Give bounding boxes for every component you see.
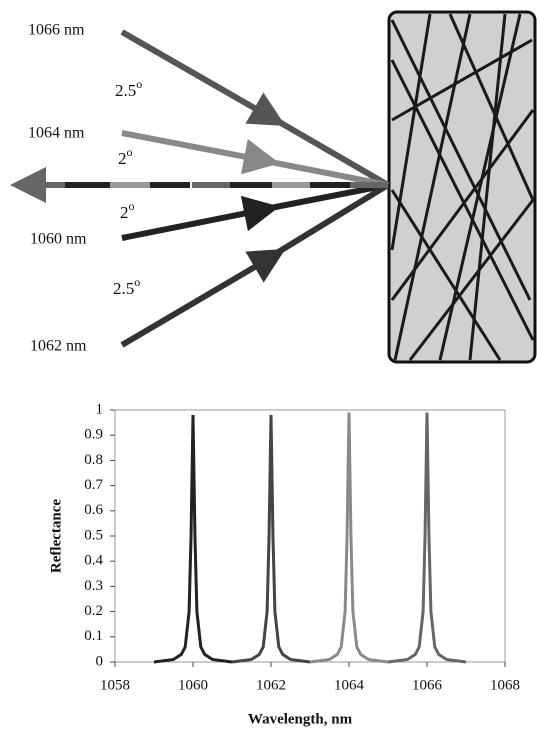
x-tick-label: 1060 — [178, 677, 208, 693]
y-tick-label: 1 — [96, 401, 104, 417]
spectrum-line — [309, 412, 389, 664]
y-tick-label: 0.9 — [84, 427, 103, 443]
angle-label: 2o — [120, 199, 135, 222]
degree: o — [127, 145, 133, 159]
y-tick-label: 0.1 — [84, 628, 103, 644]
wavelength-label: 1066 nm — [28, 22, 85, 39]
degree: o — [134, 275, 140, 289]
internal-rays — [390, 13, 535, 361]
y-tick-label: 0 — [96, 653, 104, 669]
y-tick-label: 0.2 — [84, 603, 103, 619]
y-tick-label: 0.7 — [84, 477, 103, 493]
x-tick-label: 1068 — [490, 677, 520, 693]
y-axis-label: Reflectance — [48, 499, 64, 573]
angle: 2.5 — [113, 279, 134, 298]
angle: 2.5 — [115, 81, 136, 100]
x-tick-label: 1066 — [412, 677, 443, 693]
x-tick-label: 1062 — [256, 677, 286, 693]
angle: 2 — [118, 149, 127, 168]
wavelength-label: 1064 nm — [28, 125, 85, 142]
spectrum-line — [153, 415, 233, 664]
wavelength-label: 1062 nm — [30, 338, 87, 355]
angle: 2 — [120, 203, 129, 222]
y-tick-label: 0.3 — [84, 578, 103, 594]
beams — [10, 29, 390, 348]
spectrum-line — [231, 415, 311, 664]
prism — [387, 10, 537, 364]
angle-label: 2o — [118, 145, 133, 168]
box — [387, 10, 537, 364]
x-tick-label: 1064 — [334, 677, 365, 693]
spectrum-line — [387, 412, 467, 664]
angle-label: 2.5o — [115, 77, 142, 100]
plot-frame — [114, 409, 506, 663]
y-tick-label: 0.5 — [84, 527, 103, 543]
angle-label: 2.5o — [113, 275, 140, 298]
y-tick-label: 0.8 — [84, 452, 103, 468]
x-axis-label: Wavelength, nm — [248, 711, 353, 727]
degree: o — [136, 77, 142, 91]
chart: Wavelength, nm Reflectance 0 0.1 0.2 0.3 0.4… — [48, 401, 520, 727]
y-tick-label: 0.4 — [84, 553, 103, 569]
y-tick-label: 0.6 — [84, 502, 103, 518]
degree: o — [129, 199, 135, 213]
x-tick-label: 1058 — [100, 677, 130, 693]
wavelength-label: 1060 nm — [30, 231, 87, 248]
